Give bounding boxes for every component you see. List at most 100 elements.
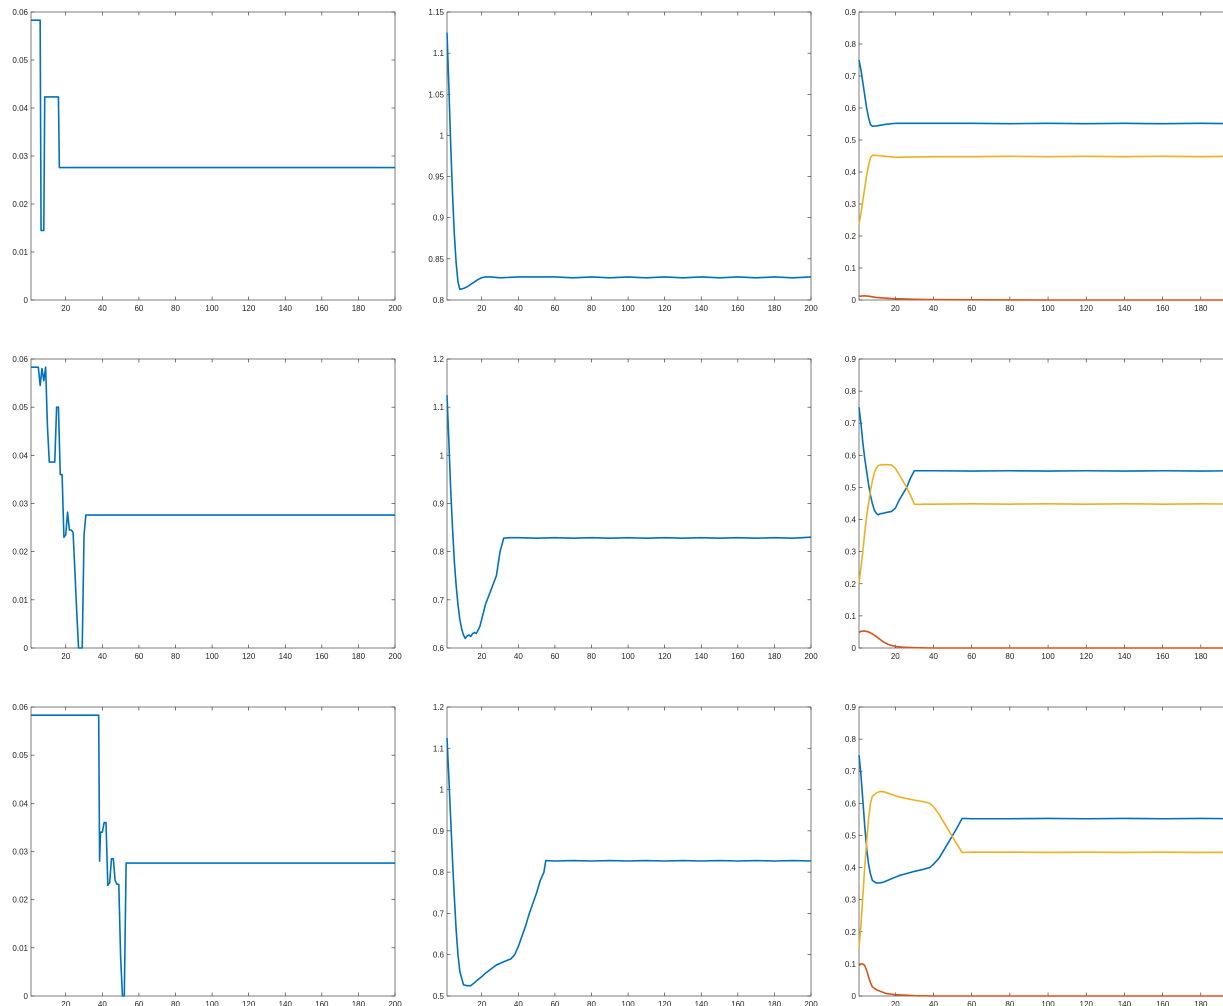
x-tick-label: 160: [1156, 304, 1170, 313]
series-line-blue: [858, 407, 1223, 516]
x-tick-label: 120: [242, 652, 256, 661]
chart-r3c2: 20 40 60 80 100 120 140 160 180 200 0.5 0.6 0.7 0.8 0.…: [433, 703, 818, 1006]
y-tick-label: 0.4: [845, 864, 857, 873]
x-tick-label: 80: [1005, 1000, 1014, 1006]
series-line-yellow: [858, 790, 1223, 948]
x-tick-label: 160: [731, 652, 745, 661]
x-tick-label: 20: [61, 1000, 70, 1006]
x-tick-label: 200: [388, 304, 402, 313]
plot-area: [446, 358, 812, 649]
x-tick-label: 180: [352, 1000, 366, 1006]
y-tick-label: 0.3: [845, 548, 857, 557]
x-tick-label: 100: [205, 304, 219, 313]
x-tick-label: 60: [967, 652, 976, 661]
series-line-orange: [858, 630, 1223, 649]
y-tick-label: 0.7: [433, 909, 445, 918]
y-tick-label: 0.7: [845, 767, 857, 776]
x-tick-label: 80: [587, 1000, 596, 1006]
x-tick-label: 100: [1041, 652, 1055, 661]
x-tick-label: 100: [205, 1000, 219, 1006]
y-tick-label: 0.6: [845, 451, 857, 460]
x-tick-label: 140: [279, 652, 293, 661]
x-tick-label: 160: [731, 1000, 745, 1006]
series-line-blue: [858, 755, 1223, 884]
x-tick-label: 80: [171, 304, 180, 313]
x-tick-label: 100: [621, 652, 635, 661]
x-tick-label: 140: [695, 1000, 709, 1006]
series-line-orange: [858, 963, 1223, 997]
x-tick-label: 180: [768, 1000, 782, 1006]
y-tick-label: 1.15: [428, 8, 444, 17]
x-tick-label: 180: [352, 304, 366, 313]
y-tick-label: 0.04: [12, 451, 28, 460]
x-tick-label: 160: [315, 304, 329, 313]
x-tick-label: 120: [658, 652, 672, 661]
chart-r2c2: 20 40 60 80 100 120 140 160 180 200 0.6 0.7 0.8 0.9 1 1…: [433, 355, 818, 661]
y-tick-label: 0.6: [845, 104, 857, 113]
x-tick-label: 120: [1080, 1000, 1094, 1006]
y-tick-label: 0.01: [12, 596, 28, 605]
y-tick-label: 0.9: [845, 355, 857, 364]
x-tick-label: 120: [658, 1000, 672, 1006]
x-tick-label: 120: [242, 1000, 256, 1006]
x-tick-label: 140: [1118, 304, 1132, 313]
x-tick-label: 40: [514, 1000, 523, 1006]
y-tick-label: 0.4: [845, 516, 857, 525]
x-tick-label: 20: [477, 652, 486, 661]
y-tick-label: 0: [852, 992, 857, 1001]
x-tick-label: 200: [388, 1000, 402, 1006]
chart-r3c3: 2040608010012014016018020000.10.20.30.40…: [845, 703, 1223, 1006]
x-tick-label: 180: [1194, 652, 1208, 661]
y-tick-label: 0.5: [845, 136, 857, 145]
x-tick-label: 60: [967, 1000, 976, 1006]
plot-area: [446, 706, 812, 997]
x-tick-label: 80: [171, 1000, 180, 1006]
y-tick-label: 0.8: [433, 296, 445, 305]
y-tick-label: 0.5: [845, 483, 857, 492]
x-tick-label: 120: [1080, 652, 1094, 661]
series-line-blue: [446, 32, 812, 291]
y-tick-label: 0.02: [12, 200, 28, 209]
y-tick-label: 0.8: [433, 548, 445, 557]
y-tick-label: 0.8: [845, 387, 857, 396]
y-tick-label: 0.3: [845, 200, 857, 209]
x-tick-label: 20: [891, 1000, 900, 1006]
x-tick-label: 120: [658, 304, 672, 313]
series-line-blue: [858, 59, 1223, 128]
x-tick-label: 40: [929, 304, 938, 313]
x-tick-label: 200: [804, 652, 818, 661]
y-tick-label: 1.1: [433, 403, 445, 412]
series-line-blue: [31, 714, 395, 997]
y-tick-label: 0.95: [428, 173, 444, 182]
y-tick-label: 1: [440, 786, 445, 795]
y-tick-label: 0.5: [433, 992, 445, 1001]
series-line-yellow: [858, 154, 1223, 225]
plot-area: [30, 358, 396, 649]
y-tick-label: 0.3: [845, 896, 857, 905]
y-tick-label: 0.9: [433, 500, 445, 509]
y-tick-label: 0: [852, 644, 857, 653]
plot-area: [446, 11, 812, 301]
x-tick-label: 60: [550, 304, 559, 313]
x-tick-label: 200: [804, 1000, 818, 1006]
x-tick-label: 20: [477, 304, 486, 313]
x-tick-label: 80: [587, 652, 596, 661]
y-tick-label: 0.8: [845, 40, 857, 49]
y-tick-label: 0.5: [845, 831, 857, 840]
x-tick-label: 140: [695, 652, 709, 661]
y-tick-label: 0.06: [12, 8, 28, 17]
series-line-blue: [446, 737, 812, 987]
x-tick-label: 100: [1041, 1000, 1055, 1006]
x-tick-label: 180: [768, 304, 782, 313]
x-tick-label: 40: [98, 304, 107, 313]
x-tick-label: 100: [205, 652, 219, 661]
y-tick-label: 0: [24, 296, 29, 305]
y-tick-label: 0.06: [12, 355, 28, 364]
x-tick-label: 60: [134, 304, 143, 313]
chart-r1c3: 2040608010012014016018020000.10.20.30.40…: [845, 8, 1223, 313]
y-tick-label: 0.85: [428, 255, 444, 264]
y-tick-label: 0.8: [433, 868, 445, 877]
y-tick-label: 0.02: [12, 896, 28, 905]
x-tick-label: 80: [1005, 304, 1014, 313]
y-tick-label: 0.04: [12, 799, 28, 808]
